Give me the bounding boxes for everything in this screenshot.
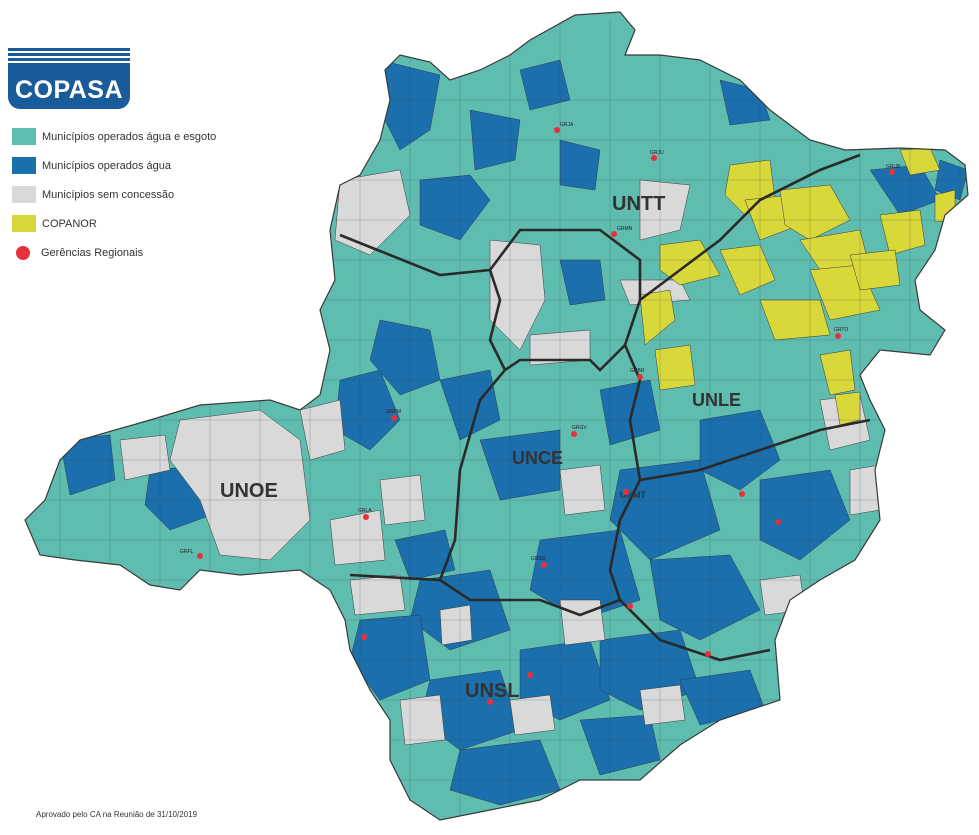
office-marker[interactable] bbox=[361, 634, 367, 640]
office-marker[interactable]: GRJU bbox=[650, 150, 664, 161]
legend-item-copanor: COPANOR bbox=[12, 209, 216, 238]
legend-label: Municípios operados água bbox=[42, 159, 172, 172]
office-marker[interactable] bbox=[627, 603, 633, 609]
unit-label-unce: UNCE bbox=[512, 448, 563, 468]
office-marker[interactable]: GRJA bbox=[554, 122, 574, 133]
logo-box bbox=[8, 63, 130, 109]
logo-stripes bbox=[8, 48, 130, 61]
office-marker[interactable]: GRSG bbox=[531, 556, 547, 568]
office-marker[interactable]: GRBR bbox=[630, 368, 645, 380]
office-label: GRUB bbox=[886, 164, 901, 170]
legend-label: Municípios operados água e esgoto bbox=[42, 130, 217, 143]
office-marker[interactable] bbox=[705, 651, 711, 657]
legend-item-water-sewage: Municípios operados água e esgoto bbox=[12, 122, 216, 151]
office-label: GRGV bbox=[572, 425, 587, 431]
office-marker[interactable]: GRUB bbox=[886, 164, 901, 175]
legend-label: Gerências Regionais bbox=[41, 246, 144, 259]
office-label: GRLA bbox=[358, 508, 372, 514]
yellow-swatch-icon bbox=[12, 215, 36, 232]
legend-item-no-concession: Municípios sem concessão bbox=[12, 180, 216, 209]
unit-label-untt: UNTT bbox=[612, 193, 665, 215]
office-label: GRSG bbox=[531, 556, 546, 562]
office-marker[interactable]: GRMN bbox=[611, 226, 633, 237]
office-marker[interactable] bbox=[623, 489, 629, 495]
unit-label-unmt: UNMT bbox=[620, 490, 646, 500]
teal-swatch-icon bbox=[12, 128, 36, 145]
unit-label-unle: UNLE bbox=[692, 390, 741, 410]
office-marker[interactable]: GRPM bbox=[386, 409, 401, 421]
regional-offices: GRJA GRJU GRMN GRTO GRGV GRSG GRUB GRFL bbox=[180, 122, 901, 705]
office-label: GRBR bbox=[630, 368, 645, 374]
copasa-logo: COPASA bbox=[8, 48, 130, 112]
legend-label: COPANOR bbox=[42, 217, 97, 230]
office-marker[interactable] bbox=[739, 491, 745, 497]
office-marker[interactable]: GRTO bbox=[834, 327, 848, 339]
office-marker[interactable] bbox=[775, 519, 781, 525]
office-marker[interactable]: GRLA bbox=[358, 508, 372, 520]
office-label: GRTO bbox=[834, 327, 848, 333]
red-dot-icon bbox=[16, 245, 30, 260]
unit-label-unoe: UNOE bbox=[220, 480, 278, 502]
legend-label: Municípios sem concessão bbox=[42, 188, 175, 201]
office-label: GRJU bbox=[650, 150, 664, 156]
office-label: GRFL bbox=[180, 549, 194, 555]
unit-boundaries bbox=[339, 153, 871, 662]
approval-footnote: Aprovado pelo CA na Reunião de 31/10/201… bbox=[36, 810, 198, 819]
office-label: GRJA bbox=[560, 122, 574, 128]
office-marker[interactable]: GRFL bbox=[180, 549, 203, 559]
logo-text: COPASA bbox=[14, 76, 124, 104]
office-marker[interactable] bbox=[527, 672, 533, 678]
unit-label-unsl: UNSL bbox=[465, 680, 519, 702]
state-outline bbox=[24, 11, 969, 821]
office-marker[interactable]: GRGV bbox=[571, 425, 587, 437]
blue-swatch-icon bbox=[12, 157, 36, 174]
legend-item-regional-offices: Gerências Regionais bbox=[12, 238, 216, 267]
legend-item-water: Municípios operados água bbox=[12, 151, 216, 180]
office-label: GRPM bbox=[386, 409, 401, 415]
gray-swatch-icon bbox=[12, 186, 36, 203]
map-legend: Municípios operados água e esgoto Municí… bbox=[12, 122, 216, 267]
office-marker[interactable] bbox=[487, 699, 493, 705]
office-label: GRMN bbox=[617, 226, 633, 232]
